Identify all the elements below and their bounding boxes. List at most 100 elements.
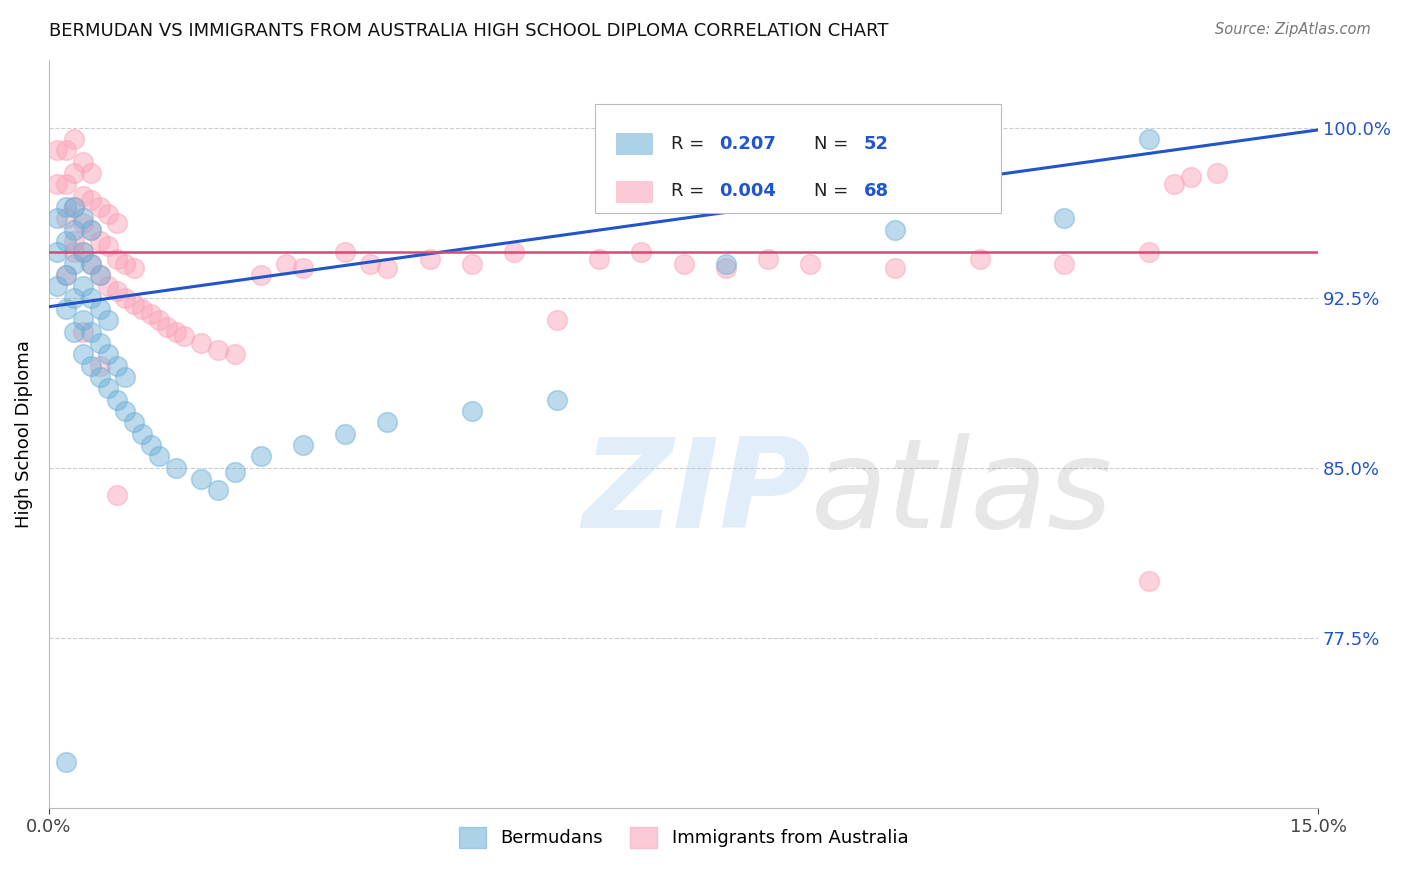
Point (72, 154, 94, 169)
Point (165, 460, 187, 475)
Point (714, 261, 737, 276)
Point (80, 222, 103, 236)
Point (630, 245, 652, 260)
Point (333, 245, 356, 260)
Point (190, 336, 212, 351)
Text: BERMUDAN VS IMMIGRANTS FROM AUSTRALIA HIGH SCHOOL DIPLOMA CORRELATION CHART: BERMUDAN VS IMMIGRANTS FROM AUSTRALIA HI… (49, 22, 889, 40)
Point (190, 472, 212, 486)
Point (97, 279, 120, 293)
Point (72, 347, 94, 361)
Point (224, 347, 246, 361)
Point (799, 257, 821, 271)
Point (756, 252, 779, 266)
Point (80, 193, 103, 207)
Text: ZIP: ZIP (582, 433, 811, 554)
Point (1137, 245, 1160, 260)
Point (72, 279, 94, 293)
Bar (616, 180, 652, 202)
Point (224, 465, 246, 479)
Point (63, 245, 86, 260)
Point (89, 268, 111, 282)
Text: atlas: atlas (810, 433, 1112, 554)
Point (249, 268, 271, 282)
Legend: Bermudans, Immigrants from Australia: Bermudans, Immigrants from Australia (451, 820, 915, 855)
Point (80, 359, 103, 373)
Point (46, 279, 69, 293)
Point (207, 343, 229, 357)
Point (55, 143, 77, 157)
Point (714, 257, 737, 271)
Point (72, 313, 94, 327)
Point (105, 252, 128, 266)
Point (291, 438, 314, 452)
Point (148, 450, 170, 464)
Point (89, 301, 111, 316)
Point (80, 222, 103, 236)
Point (1053, 211, 1076, 226)
Point (1053, 257, 1076, 271)
Point (89, 200, 111, 214)
Text: 52: 52 (863, 135, 889, 153)
Point (461, 404, 484, 418)
Point (55, 268, 77, 282)
Text: 68: 68 (863, 182, 889, 200)
Point (63, 291, 86, 305)
Point (291, 261, 314, 276)
Point (72, 211, 94, 226)
Point (97, 381, 120, 395)
Point (131, 301, 153, 316)
Point (80, 325, 103, 339)
Point (114, 370, 136, 384)
Point (105, 284, 128, 298)
Point (97, 347, 120, 361)
Point (63, 325, 86, 339)
Point (1137, 574, 1160, 588)
Point (377, 261, 399, 276)
Point (55, 268, 77, 282)
Point (55, 756, 77, 770)
Point (72, 245, 94, 260)
Point (105, 392, 128, 407)
Text: R =: R = (671, 182, 710, 200)
Bar (616, 133, 652, 154)
Point (1205, 166, 1227, 180)
Point (672, 257, 695, 271)
Point (377, 415, 399, 429)
Point (80, 291, 103, 305)
Point (80, 257, 103, 271)
Point (72, 245, 94, 260)
Point (89, 336, 111, 351)
Point (1163, 178, 1185, 192)
Point (207, 483, 229, 498)
Point (55, 234, 77, 248)
Point (63, 132, 86, 146)
Y-axis label: High School Diploma: High School Diploma (15, 340, 32, 527)
Point (131, 426, 153, 441)
Point (333, 426, 356, 441)
Point (419, 252, 441, 266)
Point (249, 450, 271, 464)
Point (122, 261, 145, 276)
Point (63, 200, 86, 214)
Point (72, 216, 94, 230)
Point (114, 257, 136, 271)
Point (122, 297, 145, 311)
Point (63, 200, 86, 214)
Point (274, 257, 297, 271)
Point (55, 200, 77, 214)
Point (461, 257, 484, 271)
Point (55, 211, 77, 226)
Point (72, 325, 94, 339)
Point (97, 238, 120, 252)
Point (139, 306, 162, 320)
Point (1137, 132, 1160, 146)
Point (89, 268, 111, 282)
Point (139, 438, 162, 452)
Point (105, 216, 128, 230)
Point (89, 370, 111, 384)
Point (97, 207, 120, 221)
Point (80, 257, 103, 271)
Point (46, 178, 69, 192)
Point (46, 245, 69, 260)
Point (1180, 170, 1202, 185)
